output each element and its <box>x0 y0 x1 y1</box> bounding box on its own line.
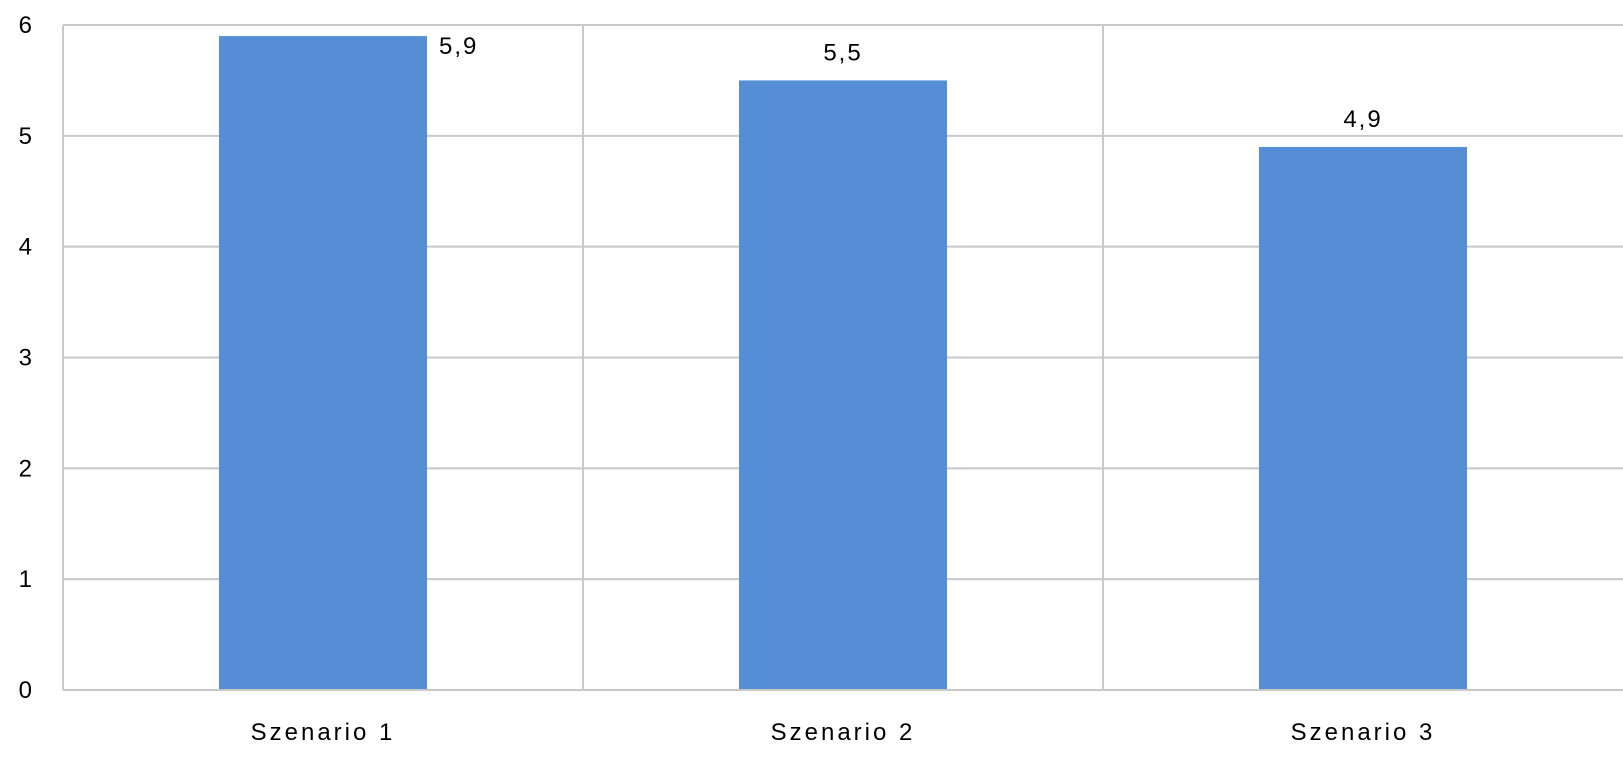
y-tick-label: 2 <box>19 455 32 482</box>
x-category-label: Szenario 3 <box>1291 719 1436 746</box>
bar-value-label: 5,5 <box>823 39 862 66</box>
y-tick-label: 6 <box>19 12 32 39</box>
bar-3 <box>1259 146 1467 690</box>
bar-1 <box>219 36 427 691</box>
y-tick-label: 5 <box>19 123 32 150</box>
x-category-label: Szenario 1 <box>251 719 396 746</box>
bar-value-label: 5,9 <box>439 33 478 60</box>
y-tick-label: 0 <box>19 677 32 704</box>
x-category-label: Szenario 2 <box>771 719 916 746</box>
y-axis-tick-labels: 0 1 2 3 4 5 6 <box>19 12 32 704</box>
vertical-gridlines <box>582 25 1104 690</box>
y-tick-label: 3 <box>19 345 32 372</box>
x-axis-category-labels: Szenario 1 Szenario 2 Szenario 3 <box>251 719 1436 746</box>
y-tick-label: 1 <box>19 566 32 593</box>
bar-series <box>219 36 1467 691</box>
bar-2 <box>739 80 947 690</box>
bar-value-label: 4,9 <box>1343 106 1382 133</box>
y-tick-label: 4 <box>19 234 32 261</box>
bar-data-labels: 5,9 5,5 4,9 <box>439 33 1382 133</box>
